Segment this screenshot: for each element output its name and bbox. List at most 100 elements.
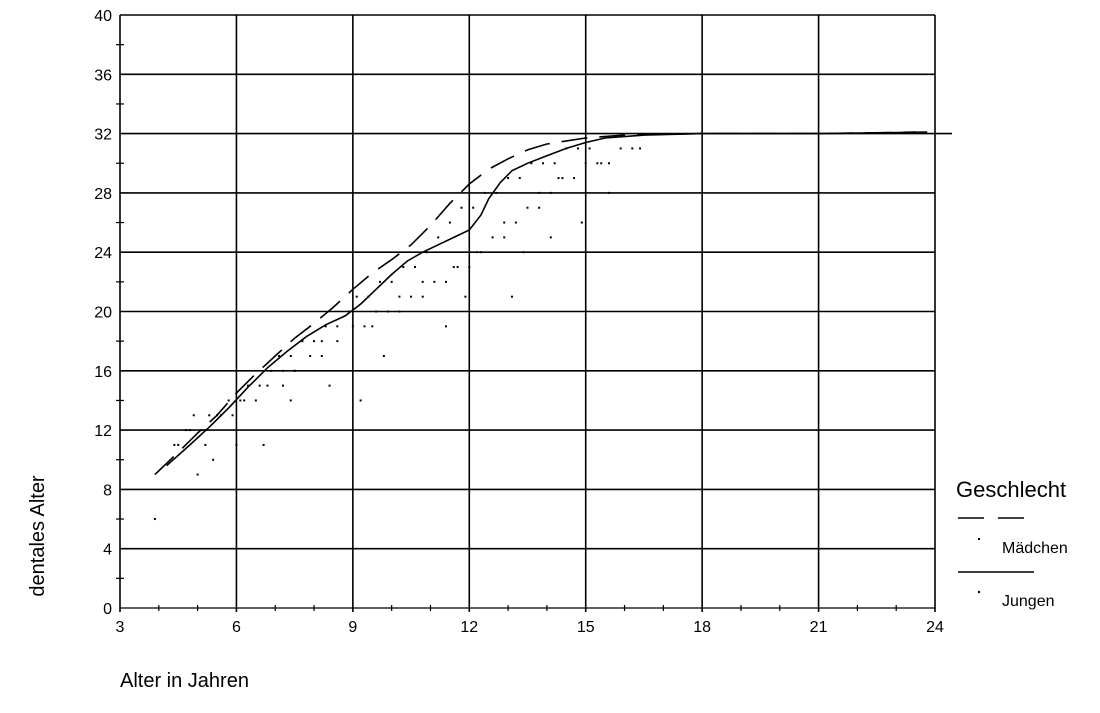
point-jungen-8 bbox=[282, 369, 284, 372]
point-maedchen-43 bbox=[421, 295, 424, 298]
point-jungen-26 bbox=[503, 236, 506, 239]
axis-ticks bbox=[116, 44, 897, 611]
point-maedchen-44 bbox=[452, 266, 455, 269]
point-maedchen-24 bbox=[437, 236, 440, 239]
y-tick-labels: 0 4 8 12 16 20 24 28 32 36 40 bbox=[94, 8, 112, 618]
point-maedchen-23 bbox=[425, 251, 428, 254]
point-jungen-28 bbox=[526, 206, 529, 209]
point-jungen-41 bbox=[328, 384, 331, 387]
point-jungen-42 bbox=[359, 399, 362, 402]
point-jungen-43 bbox=[382, 354, 385, 357]
point-jungen-9 bbox=[293, 369, 296, 372]
point-jungen-1 bbox=[188, 429, 191, 432]
point-jungen-6 bbox=[254, 399, 257, 402]
point-jungen-36 bbox=[619, 147, 622, 150]
point-jungen-22 bbox=[456, 266, 459, 269]
point-jungen-48 bbox=[608, 191, 610, 194]
point-jungen-30 bbox=[549, 191, 552, 194]
x-tick-label-21: 21 bbox=[810, 619, 828, 636]
point-maedchen-45 bbox=[476, 251, 479, 254]
point-maedchen-12 bbox=[301, 340, 304, 343]
legend-label-jungen: Jungen bbox=[1002, 593, 1055, 610]
point-jungen-46 bbox=[510, 295, 513, 298]
point-jungen-12 bbox=[336, 340, 339, 343]
y-tick-label-24: 24 bbox=[94, 245, 112, 262]
point-jungen-37 bbox=[639, 147, 642, 150]
legend-title: Geschlecht bbox=[956, 477, 1066, 502]
point-maedchen-17 bbox=[355, 295, 358, 298]
point-jungen-13 bbox=[351, 325, 354, 328]
point-jungen-25 bbox=[491, 236, 494, 239]
point-jungen-23 bbox=[468, 266, 471, 269]
point-jungen-38 bbox=[262, 443, 265, 446]
x-tick-label-18: 18 bbox=[693, 619, 711, 636]
y-tick-label-16: 16 bbox=[94, 364, 112, 381]
point-maedchen-13 bbox=[313, 340, 316, 343]
point-jungen-10 bbox=[309, 354, 312, 357]
point-jungen-7 bbox=[266, 384, 269, 387]
point-jungen-16 bbox=[386, 310, 389, 313]
point-jungen-49 bbox=[549, 236, 552, 239]
point-maedchen-16 bbox=[347, 310, 350, 313]
point-jungen-50 bbox=[522, 251, 525, 254]
point-maedchen-42 bbox=[398, 310, 401, 313]
x-axis-label: Alter in Jahren bbox=[120, 670, 249, 692]
point-maedchen-25 bbox=[448, 221, 451, 224]
fit-lines bbox=[154, 131, 928, 476]
point-maedchen-1 bbox=[192, 414, 195, 417]
point-jungen-39 bbox=[212, 458, 215, 461]
point-jungen-31 bbox=[561, 177, 564, 180]
point-maedchen-22 bbox=[413, 266, 416, 269]
y-tick-label-28: 28 bbox=[94, 186, 112, 203]
point-jungen-4 bbox=[231, 414, 234, 417]
point-jungen-32 bbox=[573, 177, 576, 180]
point-maedchen-33 bbox=[542, 162, 545, 165]
point-jungen-18 bbox=[410, 295, 413, 298]
point-maedchen-7 bbox=[247, 384, 250, 387]
fit-line-jungen bbox=[166, 131, 928, 467]
point-maedchen-6 bbox=[239, 399, 242, 402]
point-jungen-14 bbox=[363, 325, 366, 328]
x-tick-label-3: 3 bbox=[116, 619, 125, 636]
point-jungen-35 bbox=[608, 162, 610, 165]
point-maedchen-38 bbox=[282, 384, 284, 387]
point-maedchen-27 bbox=[472, 206, 475, 209]
point-jungen-21 bbox=[445, 280, 447, 283]
point-maedchen-15 bbox=[336, 325, 339, 328]
legend: Geschlecht Mädchen Jungen bbox=[956, 477, 1068, 610]
point-jungen-5 bbox=[243, 399, 246, 402]
point-jungen-45 bbox=[464, 295, 467, 298]
point-jungen-44 bbox=[445, 325, 447, 328]
point-maedchen-8 bbox=[258, 384, 261, 387]
point-maedchen-20 bbox=[390, 280, 393, 283]
y-tick-label-4: 4 bbox=[103, 542, 112, 559]
point-maedchen-19 bbox=[379, 280, 382, 283]
point-maedchen-9 bbox=[270, 369, 273, 372]
point-maedchen-10 bbox=[278, 354, 281, 357]
point-jungen-17 bbox=[398, 295, 401, 298]
x-tick-label-24: 24 bbox=[926, 619, 944, 636]
legend-label-maedchen: Mädchen bbox=[1002, 540, 1068, 557]
point-jungen-29 bbox=[538, 206, 541, 209]
legend-swatch-jungen-dot bbox=[978, 591, 980, 593]
y-tick-label-32: 32 bbox=[94, 127, 112, 144]
y-tick-label-0: 0 bbox=[103, 601, 112, 618]
point-jungen-15 bbox=[375, 310, 378, 313]
point-jungen-24 bbox=[479, 251, 482, 254]
x-tick-labels: 3 6 9 12 15 18 21 24 bbox=[116, 619, 944, 636]
point-maedchen-34 bbox=[553, 162, 556, 165]
point-jungen-33 bbox=[584, 162, 587, 165]
point-maedchen-30 bbox=[507, 177, 510, 180]
point-maedchen-29 bbox=[495, 191, 498, 194]
point-maedchen-3 bbox=[208, 414, 211, 417]
x-tick-label-9: 9 bbox=[348, 619, 357, 636]
point-maedchen-31 bbox=[518, 177, 521, 180]
point-maedchen-41 bbox=[371, 325, 374, 328]
point-maedchen-32 bbox=[530, 162, 533, 165]
point-maedchen-50 bbox=[631, 147, 634, 150]
point-maedchen-55 bbox=[196, 473, 199, 476]
y-axis-label: dentales Alter bbox=[27, 475, 49, 597]
point-maedchen-49 bbox=[600, 162, 603, 165]
x-tick-label-12: 12 bbox=[460, 619, 478, 636]
